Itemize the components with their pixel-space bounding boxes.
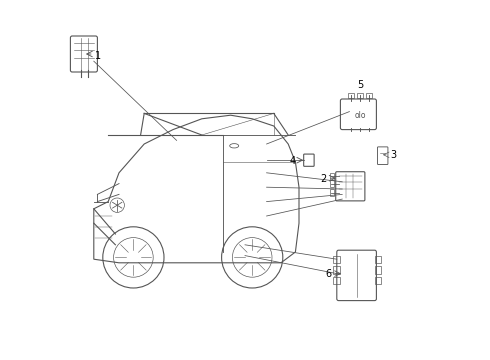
Text: 1: 1 bbox=[95, 51, 101, 61]
Text: 5: 5 bbox=[357, 80, 363, 90]
Text: 4: 4 bbox=[289, 156, 295, 166]
Text: olo: olo bbox=[354, 111, 366, 120]
Text: 3: 3 bbox=[390, 150, 396, 160]
Text: 6: 6 bbox=[325, 269, 331, 279]
Text: 2: 2 bbox=[320, 174, 326, 184]
